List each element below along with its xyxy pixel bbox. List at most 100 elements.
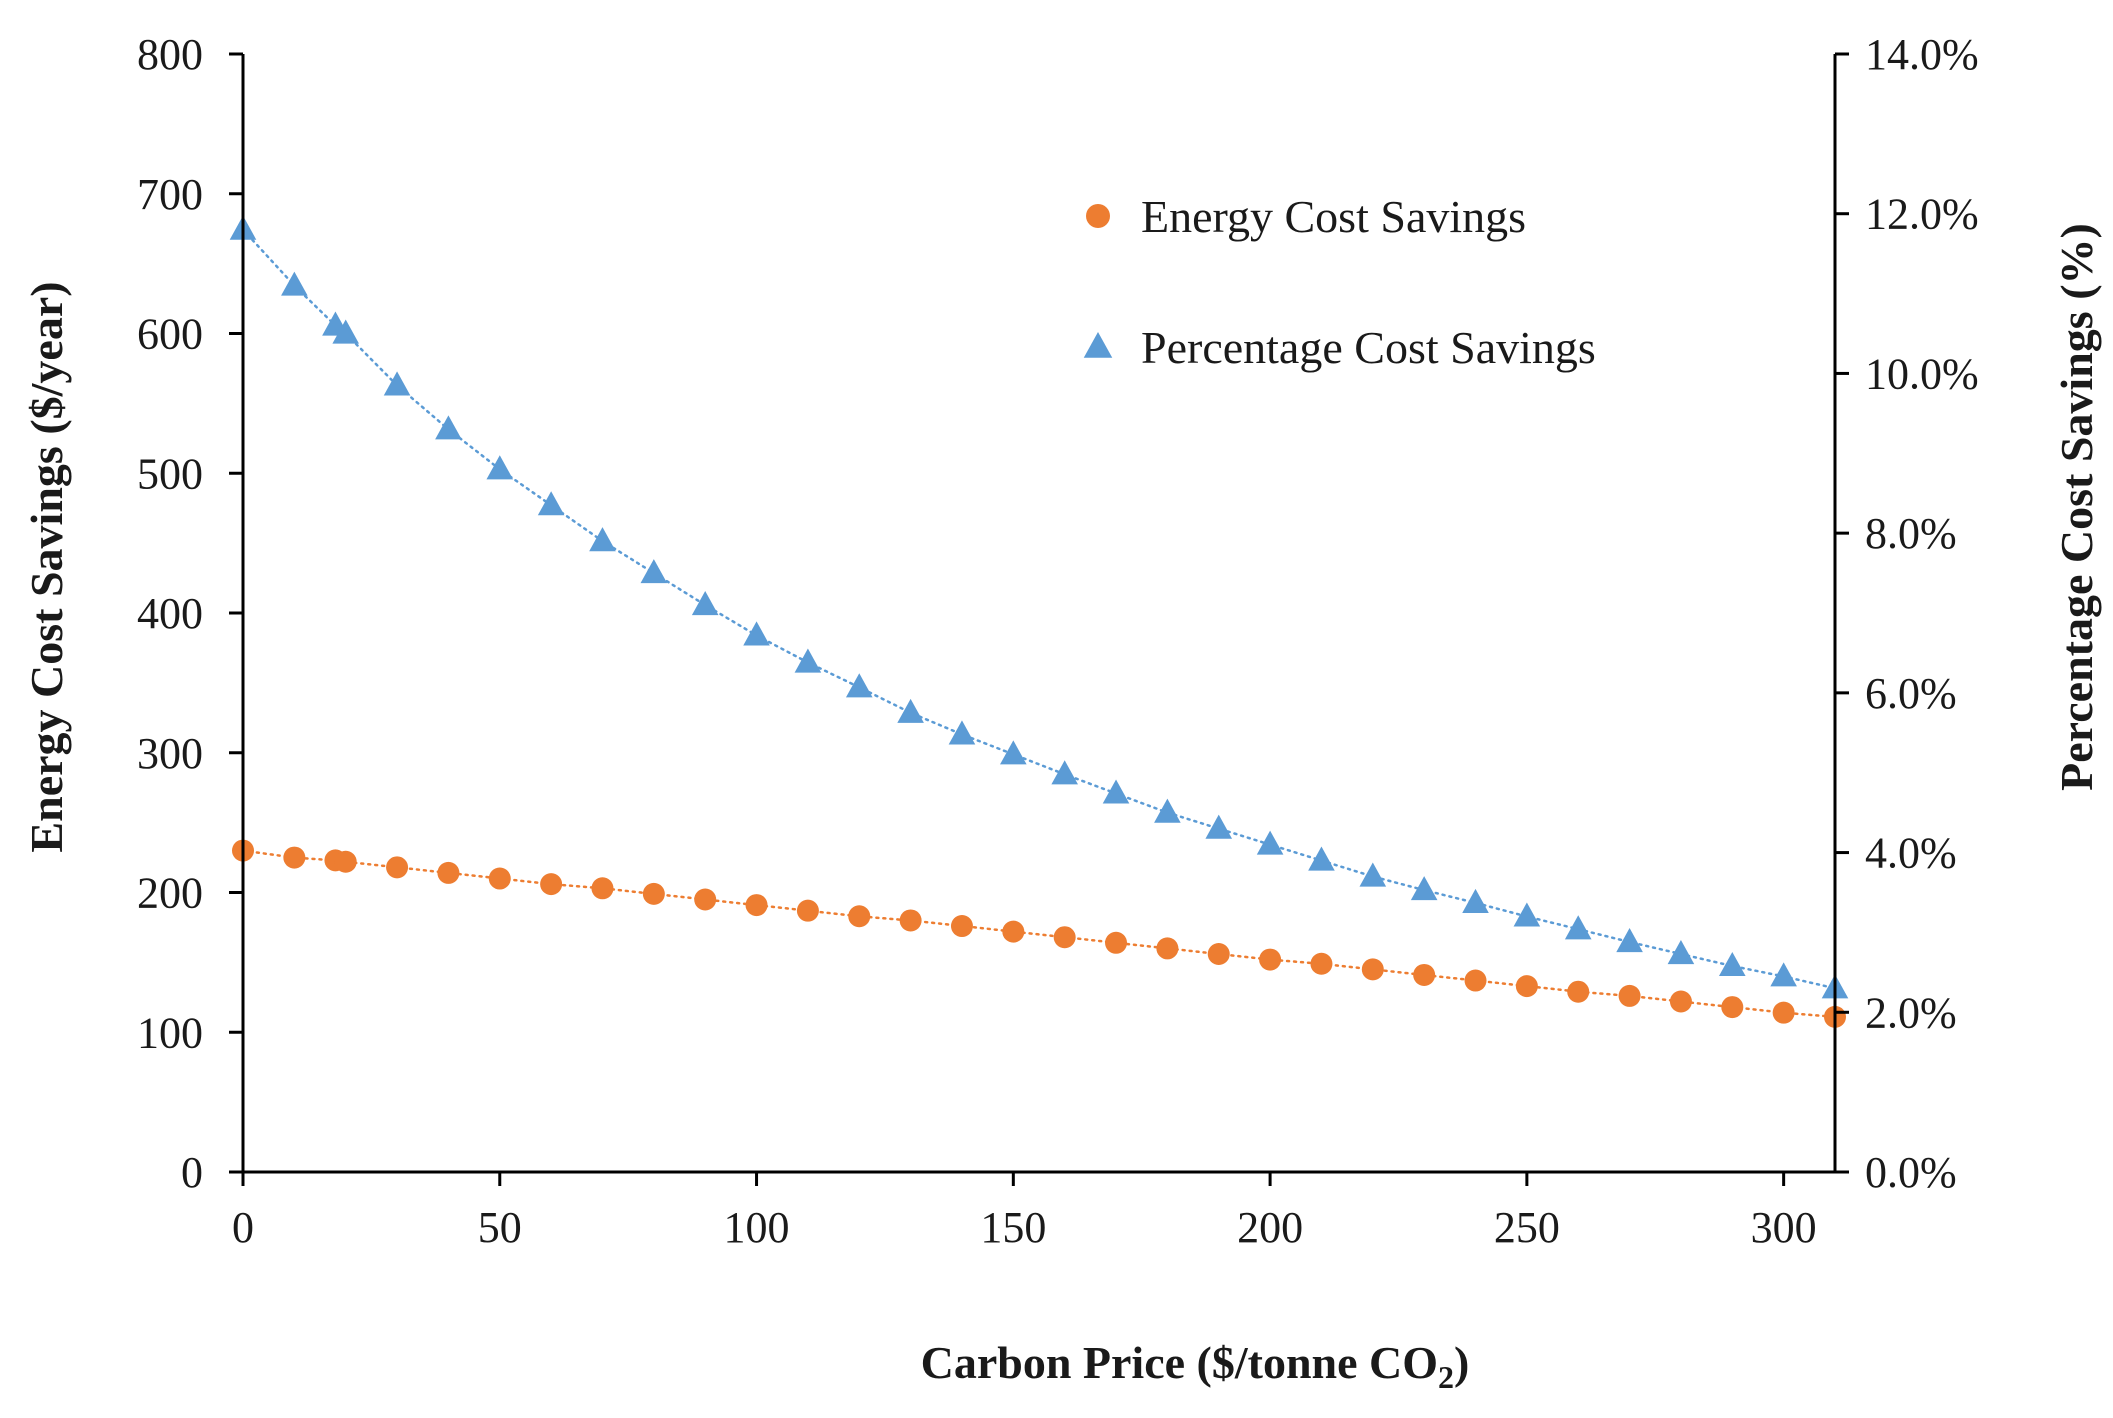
percentage-cost-savings-point <box>1308 846 1335 871</box>
percentage-cost-savings-point <box>743 621 770 646</box>
left-y-axis-title: Energy Cost Savings ($/year) <box>21 281 72 852</box>
right-y-tick-label: 12.0% <box>1865 190 1979 239</box>
energy-cost-savings-point <box>1002 920 1025 943</box>
energy-cost-savings-point <box>1413 963 1436 986</box>
trendline-percentage-cost-savings <box>241 228 1837 990</box>
percentage-cost-savings-point <box>435 415 462 440</box>
legend-percentage-cost-savings-marker <box>1083 332 1113 358</box>
energy-cost-savings-point <box>1156 937 1179 960</box>
left-y-tick-label: 700 <box>137 170 203 219</box>
energy-cost-savings-point <box>1669 990 1692 1013</box>
left-y-tick-label: 400 <box>137 589 203 638</box>
left-y-tick-label: 500 <box>137 449 203 498</box>
percentage-cost-savings-point <box>1205 814 1233 839</box>
energy-cost-savings-point <box>950 915 973 938</box>
percentage-cost-savings-point <box>281 271 308 296</box>
percentage-cost-savings-point <box>1000 740 1027 765</box>
left-y-tick-label: 200 <box>137 869 203 918</box>
percentage-cost-savings-point <box>1462 888 1489 913</box>
energy-cost-savings-point <box>694 888 717 911</box>
energy-cost-savings-point <box>1772 1001 1795 1024</box>
left-y-tick-label: 600 <box>137 310 203 359</box>
percentage-cost-savings-point <box>1513 902 1541 927</box>
energy-cost-savings-point <box>1259 948 1282 971</box>
x-tick-label: 200 <box>1237 1203 1303 1252</box>
right-y-tick-label: 4.0% <box>1865 829 1957 878</box>
legend-energy-cost-savings-marker <box>1086 204 1110 228</box>
energy-cost-savings-point <box>488 867 511 890</box>
left-y-tick-label: 0 <box>181 1148 203 1197</box>
energy-cost-savings-point <box>591 877 614 900</box>
energy-cost-savings-point <box>1053 926 1076 949</box>
legend-percentage-cost-savings-label: Percentage Cost Savings <box>1141 322 1596 373</box>
energy-cost-savings-point <box>1464 969 1487 992</box>
right-y-tick-label: 2.0% <box>1865 988 1957 1037</box>
percentage-cost-savings-point <box>1616 928 1643 953</box>
percentage-cost-savings-point <box>640 559 668 584</box>
x-tick-label: 100 <box>724 1203 790 1252</box>
percentage-cost-savings-point <box>486 455 514 480</box>
energy-cost-savings-point <box>540 873 563 896</box>
right-y-tick-label: 8.0% <box>1865 509 1957 558</box>
energy-cost-savings-point <box>334 850 357 873</box>
percentage-cost-savings-point <box>897 698 924 723</box>
percentage-cost-savings-point <box>1051 760 1078 785</box>
percentage-cost-savings-point <box>332 319 360 344</box>
energy-cost-savings-point <box>1721 996 1744 1019</box>
x-axis-title: Carbon Price ($/tonne CO2) <box>921 1337 1470 1395</box>
energy-cost-savings-point <box>642 882 665 905</box>
percentage-cost-savings-point <box>845 673 873 698</box>
axis-layer: 0 100 200 300 400 500 600 700 800 0.0% 2.0% 4.0% 6.0… <box>137 30 1979 1252</box>
x-axis-title-main: Carbon Price ($/tonne CO <box>921 1337 1438 1388</box>
energy-cost-savings-point <box>796 899 819 922</box>
percentage-cost-savings-point <box>1154 798 1181 823</box>
x-axis-title-subscript: 2 <box>1438 1359 1454 1395</box>
energy-cost-savings-point <box>1310 952 1333 975</box>
percentage-cost-savings-point <box>948 720 976 745</box>
trendline-layer <box>241 228 1837 1019</box>
right-y-tick-label: 10.0% <box>1865 349 1979 398</box>
x-tick-label: 300 <box>1751 1203 1817 1252</box>
left-y-tick-label: 800 <box>137 30 203 79</box>
energy-cost-savings-point <box>1515 975 1538 998</box>
x-tick-label: 150 <box>980 1203 1046 1252</box>
right-y-axis-title: Percentage Cost Savings (%) <box>2051 223 2102 791</box>
energy-cost-savings-point <box>1105 931 1128 954</box>
energy-cost-savings-point <box>437 861 460 884</box>
left-y-tick-label: 300 <box>137 729 203 778</box>
percentage-cost-savings-point <box>691 591 719 616</box>
right-y-tick-label: 6.0% <box>1865 669 1957 718</box>
percentage-cost-savings-point <box>537 491 565 516</box>
energy-cost-savings-point <box>283 846 306 869</box>
percentage-cost-savings-point <box>1102 779 1130 804</box>
energy-cost-savings-point <box>899 909 922 932</box>
percentage-cost-savings-point <box>1564 915 1592 940</box>
energy-cost-savings-point <box>1361 958 1384 981</box>
energy-cost-savings-point <box>1207 942 1230 965</box>
x-tick-label: 50 <box>478 1203 522 1252</box>
legend-energy-cost-savings-label: Energy Cost Savings <box>1141 191 1526 242</box>
right-y-tick-label: 0.0% <box>1865 1148 1957 1197</box>
percentage-cost-savings-point <box>794 648 822 673</box>
energy-cost-savings-point <box>1618 984 1641 1007</box>
axis-titles: Carbon Price ($/tonne CO2) Energy Cost Sa… <box>21 223 2102 1395</box>
energy-cost-savings-point <box>848 905 871 928</box>
marker-layer <box>229 215 1849 1028</box>
right-y-tick-label: 14.0% <box>1865 30 1979 79</box>
energy-cost-savings-point <box>745 894 768 917</box>
x-axis-title-end: ) <box>1454 1337 1469 1388</box>
energy-cost-savings-point <box>1567 980 1590 1003</box>
percentage-cost-savings-point <box>1359 862 1387 887</box>
percentage-cost-savings-point <box>1256 830 1284 855</box>
percentage-cost-savings-point <box>1718 951 1746 977</box>
legend: Energy Cost Savings Percentage Cost Savin… <box>1083 191 1596 373</box>
left-y-tick-label: 100 <box>137 1008 203 1057</box>
percentage-cost-savings-point <box>1667 939 1695 965</box>
trendline-energy-cost-savings <box>241 849 1837 1019</box>
percentage-cost-savings-point <box>1410 876 1438 901</box>
x-tick-label: 250 <box>1494 1203 1560 1252</box>
energy-cost-savings-point <box>386 856 409 879</box>
percentage-cost-savings-point <box>1770 962 1797 987</box>
